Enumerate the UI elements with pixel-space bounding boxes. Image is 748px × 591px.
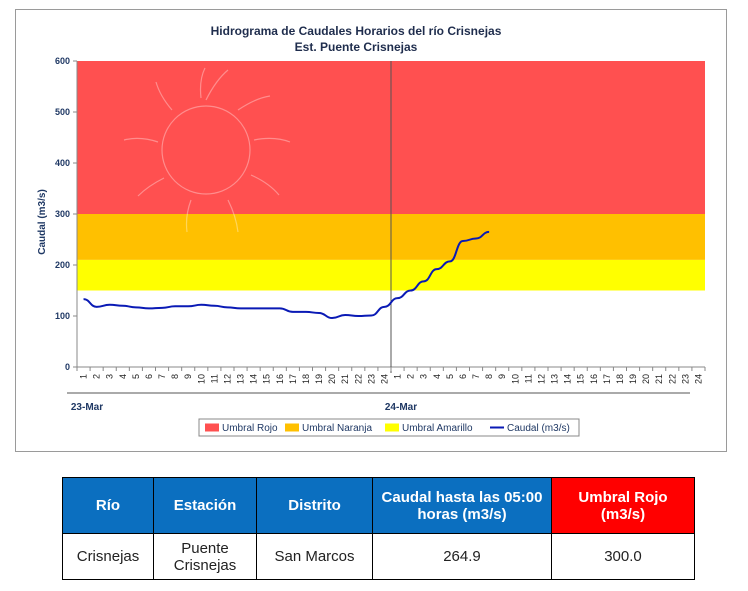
header-distrito: Distrito [256, 477, 373, 534]
legend-label-0: Umbral Rojo [222, 423, 278, 434]
cell-distrito: San Marcos [256, 533, 373, 580]
header-estacion: Estación [153, 477, 257, 534]
x-tick-label-30: 7 [471, 374, 481, 379]
x-tick-label-25: 2 [406, 374, 416, 379]
chart-title: Hidrograma de Caudales Horarios del río … [211, 24, 502, 38]
x-tick-label-5: 6 [144, 374, 154, 379]
y-tick-label-1: 100 [55, 311, 70, 321]
y-tick-label-6: 600 [55, 56, 70, 66]
cell-umbral-rojo: 300.0 [551, 533, 695, 580]
y-axis-label: Caudal (m3/s) [37, 189, 48, 255]
x-tick-label-39: 16 [589, 374, 599, 384]
x-tick-label-46: 23 [680, 374, 690, 384]
x-tick-label-0: 1 [79, 374, 89, 379]
x-tick-label-22: 23 [366, 374, 376, 384]
legend-swatch-2 [385, 423, 399, 432]
chart-legend: Umbral Rojo Umbral Naranja Umbral Amarillo… [198, 418, 580, 437]
legend-swatch-1 [285, 423, 299, 432]
x-tick-label-12: 13 [236, 374, 246, 384]
y-tick-label-5: 500 [55, 107, 70, 117]
x-tick-label-36: 13 [550, 374, 560, 384]
x-tick-labels: 1 2 3 4 5 6 7 8 9 10 11 12 13 14 15 16 17 18 19 20 21 22 23 24 1… [76, 367, 706, 384]
x-tick-label-40: 17 [602, 374, 612, 384]
x-tick-label-7: 8 [170, 374, 180, 379]
hydrograph-chart: Hidrograma de Caudales Horarios del río … [37, 24, 706, 437]
x-tick-label-24: 1 [393, 374, 403, 379]
x-tick-label-42: 19 [628, 374, 638, 384]
legend-label-2: Umbral Amarillo [402, 423, 473, 434]
chart-subtitle: Est. Puente Crisnejas [295, 40, 418, 54]
x-tick-label-45: 22 [667, 374, 677, 384]
x-tick-label-44: 21 [654, 374, 664, 384]
header-caudal: Caudal hasta las 05:00 horas (m3/s) [372, 477, 552, 534]
x-tick-label-11: 12 [222, 374, 232, 384]
date-label-0: 23-Mar [71, 402, 103, 413]
y-tick-label-3: 300 [55, 209, 70, 219]
x-tick-label-2: 3 [105, 374, 115, 379]
cell-rio: Crisnejas [62, 533, 154, 580]
station-info-table: Río Estación Distrito Caudal hasta las 0… [62, 477, 695, 580]
y-tick-label-2: 200 [55, 260, 70, 270]
x-tick-label-47: 24 [693, 374, 703, 384]
x-tick-label-10: 11 [209, 374, 219, 383]
x-tick-label-6: 7 [157, 374, 167, 379]
x-tick-label-19: 20 [327, 374, 337, 384]
legend-swatch-0 [205, 423, 219, 432]
cell-estacion: Puente Crisnejas [153, 533, 257, 580]
x-tick-label-9: 10 [196, 374, 206, 384]
x-tick-label-18: 19 [314, 374, 324, 384]
x-tick-label-4: 5 [131, 374, 141, 379]
cell-caudal: 264.9 [372, 533, 552, 580]
header-rio: Río [62, 477, 154, 534]
x-tick-label-21: 22 [353, 374, 363, 384]
x-tick-label-33: 10 [510, 374, 520, 384]
x-tick-label-31: 8 [484, 374, 494, 379]
x-tick-label-29: 6 [458, 374, 468, 379]
x-tick-label-35: 12 [536, 374, 546, 384]
x-tick-label-27: 4 [432, 374, 442, 379]
date-labels: 23-Mar 24-Mar [71, 402, 417, 413]
x-tick-label-17: 18 [301, 374, 311, 384]
x-tick-label-37: 14 [563, 374, 573, 384]
x-tick-label-14: 15 [262, 374, 272, 384]
x-tick-label-43: 20 [641, 374, 651, 384]
x-tick-label-23: 24 [379, 374, 389, 384]
y-tick-labels: 0 100 200 300 400 500 600 [55, 56, 77, 372]
x-tick-label-16: 17 [288, 374, 298, 384]
x-tick-label-13: 14 [249, 374, 259, 384]
x-tick-label-26: 3 [419, 374, 429, 379]
date-label-1: 24-Mar [385, 402, 417, 413]
x-tick-label-1: 2 [92, 374, 102, 379]
x-tick-label-28: 5 [445, 374, 455, 379]
series-layer [83, 230, 490, 320]
x-tick-label-38: 15 [576, 374, 586, 384]
x-tick-label-34: 11 [523, 374, 533, 383]
x-tick-label-15: 16 [275, 374, 285, 384]
x-tick-label-8: 9 [183, 374, 193, 379]
table-header-row: Río Estación Distrito Caudal hasta las 0… [62, 477, 695, 534]
chart-frame: Hidrograma de Caudales Horarios del río … [15, 9, 727, 452]
header-umbral-rojo: Umbral Rojo (m3/s) [551, 477, 695, 534]
sun-watermark-icon [123, 67, 291, 233]
y-tick-label-4: 400 [55, 158, 70, 168]
y-tick-label-0: 0 [65, 362, 70, 372]
legend-label-3: Caudal (m3/s) [507, 423, 570, 434]
x-tick-label-3: 4 [118, 374, 128, 379]
x-tick-label-20: 21 [340, 374, 350, 384]
x-tick-label-41: 18 [615, 374, 625, 384]
table-row: Crisnejas Puente Crisnejas San Marcos 26… [62, 533, 695, 580]
x-tick-label-32: 9 [497, 374, 507, 379]
series-line-0 [83, 230, 490, 320]
legend-label-1: Umbral Naranja [302, 423, 372, 434]
